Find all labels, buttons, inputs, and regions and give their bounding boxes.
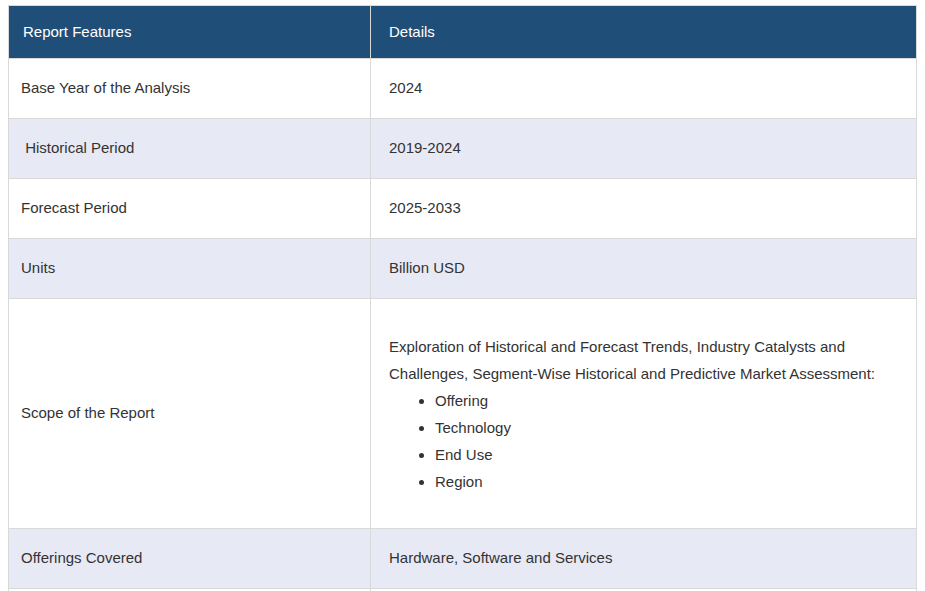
table-row-base-year: Base Year of the Analysis 2024 (9, 59, 917, 119)
scope-bullet-item: End Use (435, 441, 898, 468)
feature-cell: Scope of the Report (9, 299, 371, 529)
detail-cell: 2025-2033 (371, 179, 917, 239)
table-row-historical-period: Historical Period 2019-2024 (9, 119, 917, 179)
feature-cell: Offerings Covered (9, 529, 371, 589)
details-header: Details (371, 6, 917, 59)
report-features-table: Report Features Details Base Year of the… (8, 5, 917, 591)
scope-intro-text: Exploration of Historical and Forecast T… (389, 333, 898, 387)
detail-cell: Exploration of Historical and Forecast T… (371, 299, 917, 529)
table-row-forecast-period: Forecast Period 2025-2033 (9, 179, 917, 239)
detail-cell: Hardware, Software and Services (371, 529, 917, 589)
header-row: Report Features Details (9, 6, 917, 59)
table-row-offerings-covered: Offerings Covered Hardware, Software and… (9, 529, 917, 589)
scope-bullet-item: Technology (435, 414, 898, 441)
report-summary-table-container: Report Features Details Base Year of the… (8, 5, 916, 591)
feature-cell: Base Year of the Analysis (9, 59, 371, 119)
scope-bullet-list: Offering Technology End Use Region (389, 387, 898, 495)
detail-cell: 2024 (371, 59, 917, 119)
scope-bullet-item: Region (435, 468, 898, 495)
detail-cell: Billion USD (371, 239, 917, 299)
table-row-scope: Scope of the Report Exploration of Histo… (9, 299, 917, 529)
feature-cell: Forecast Period (9, 179, 371, 239)
scope-bullet-item: Offering (435, 387, 898, 414)
report-features-header: Report Features (9, 6, 371, 59)
feature-cell: Units (9, 239, 371, 299)
table-row-units: Units Billion USD (9, 239, 917, 299)
feature-cell: Historical Period (9, 119, 371, 179)
detail-cell: 2019-2024 (371, 119, 917, 179)
